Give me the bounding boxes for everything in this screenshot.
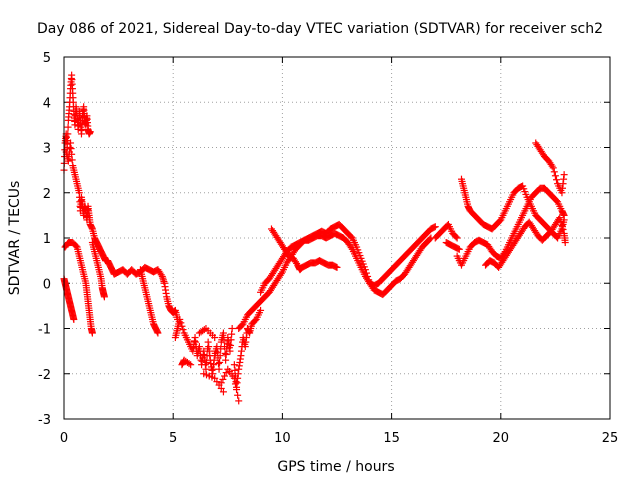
x-tick-label: 25	[602, 431, 619, 446]
data-point-marker	[221, 372, 229, 380]
y-tick-label: 1	[43, 232, 51, 247]
data-point-marker	[235, 397, 243, 405]
data-point-marker	[222, 369, 230, 377]
series-trough	[171, 306, 265, 405]
data-point-marker	[64, 123, 72, 131]
data-point-marker	[333, 263, 341, 271]
y-tick-label: 0	[43, 277, 51, 292]
data-point-marker	[72, 242, 80, 250]
series-early-descent	[62, 139, 182, 323]
series-early-high	[60, 71, 94, 174]
data-point-marker	[234, 391, 242, 399]
data-point-marker	[557, 218, 565, 226]
data-point-marker	[200, 326, 208, 334]
data-point-marker	[347, 244, 355, 252]
data-point-marker	[178, 361, 186, 369]
data-point-marker	[257, 306, 265, 314]
data-point-marker	[233, 386, 241, 394]
series-mid-branch	[61, 239, 96, 337]
data-point-marker	[231, 380, 239, 388]
series-right-cluster	[431, 139, 569, 271]
chart-title: Day 086 of 2021, Sidereal Day-to-day VTE…	[37, 21, 603, 37]
data-point-marker	[549, 164, 557, 172]
data-point-marker	[453, 234, 461, 242]
x-tick-label: 15	[383, 431, 400, 446]
y-axis-label: SDTVAR / TECUs	[7, 181, 23, 296]
data-point-marker	[552, 176, 560, 184]
data-point-marker	[277, 270, 285, 278]
data-point-marker	[431, 223, 439, 231]
data-point-marker	[560, 171, 568, 179]
y-tick-label: -2	[38, 368, 51, 383]
data-point-marker	[216, 358, 224, 366]
data-point-marker	[560, 211, 568, 219]
data-point-marker	[230, 374, 238, 382]
data-point-marker	[228, 325, 236, 332]
data-point-marker	[219, 329, 227, 337]
data-point-marker	[216, 352, 224, 360]
data-markers	[60, 71, 569, 405]
y-tick-label: 2	[43, 187, 51, 202]
data-point-marker	[452, 233, 460, 241]
series-rise-b	[257, 223, 439, 296]
data-point-marker	[88, 329, 96, 337]
series-mid-branch-2	[88, 239, 108, 301]
data-point-marker	[219, 388, 227, 396]
data-point-marker	[551, 172, 559, 180]
plot-frame	[63, 56, 611, 420]
data-point-marker	[154, 329, 162, 337]
data-point-marker	[455, 245, 463, 253]
data-point-marker	[176, 315, 184, 323]
x-tick-label: 10	[274, 431, 291, 446]
data-point-marker	[550, 168, 558, 176]
data-point-marker	[64, 130, 72, 138]
data-point-marker	[203, 358, 211, 366]
x-tick-label: 20	[493, 431, 510, 446]
data-point-marker	[426, 235, 434, 243]
data-point-marker	[70, 315, 78, 323]
data-point-marker	[548, 162, 556, 170]
data-point-marker	[86, 128, 94, 136]
data-point-marker	[100, 293, 108, 301]
data-point-marker	[558, 222, 566, 230]
data-point-marker	[561, 239, 569, 247]
x-axis-label: GPS time / hours	[277, 459, 394, 475]
series-mid-branch-3	[136, 266, 162, 337]
data-point-marker	[559, 226, 567, 234]
x-tick-label: 0	[60, 431, 68, 446]
series-side-branch	[267, 225, 341, 274]
y-tick-label: 3	[43, 142, 51, 157]
y-tick-label: 5	[43, 51, 51, 66]
y-tick-label: 4	[43, 96, 51, 111]
data-point-marker	[179, 326, 187, 334]
x-tick-label: 5	[169, 431, 177, 446]
y-tick-label: -3	[38, 413, 51, 428]
data-point-marker	[177, 319, 185, 327]
axis-ticks: 0 5 10 15 20 25 -3 -2 -1 0 1 2 3 4 5	[38, 51, 618, 446]
data-point-marker	[217, 345, 225, 353]
data-point-marker	[157, 271, 165, 279]
data-point-marker	[178, 322, 186, 330]
data-point-marker	[211, 334, 219, 342]
data-point-marker	[220, 336, 228, 344]
data-point-marker	[215, 365, 223, 373]
series-low-branch	[60, 275, 78, 323]
data-point-marker	[219, 375, 227, 383]
data-point-marker	[556, 214, 564, 222]
y-tick-label: -1	[38, 323, 51, 338]
data-point-marker	[221, 349, 229, 357]
